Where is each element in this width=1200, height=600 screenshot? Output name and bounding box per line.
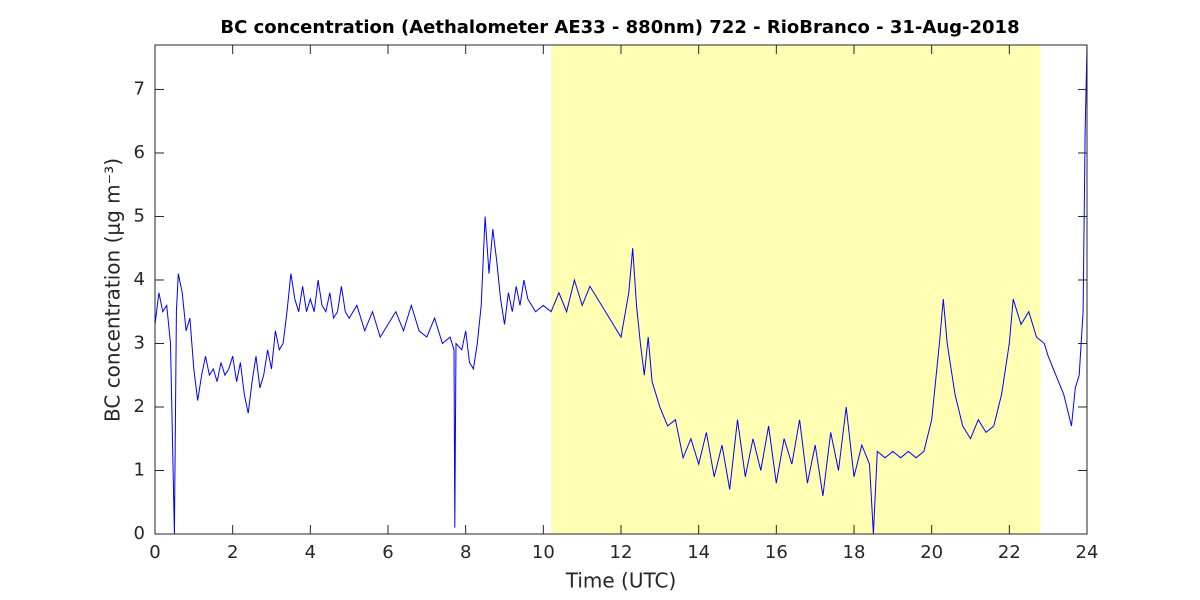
y-tick-label: 3 bbox=[134, 332, 145, 353]
x-tick-label: 24 bbox=[1076, 542, 1099, 563]
x-tick-label: 16 bbox=[765, 542, 788, 563]
x-tick-label: 2 bbox=[227, 542, 238, 563]
x-tick-label: 20 bbox=[920, 542, 943, 563]
y-tick-label: 0 bbox=[134, 523, 145, 544]
y-tick-label: 5 bbox=[134, 205, 145, 226]
x-tick-label: 6 bbox=[382, 542, 393, 563]
x-tick-label: 8 bbox=[460, 542, 471, 563]
y-tick-label: 4 bbox=[134, 269, 145, 290]
x-tick-label: 22 bbox=[998, 542, 1021, 563]
y-axis-label: BC concentration (μg m⁻³) bbox=[101, 158, 125, 422]
shaded-region bbox=[551, 45, 1041, 534]
y-tick-label: 6 bbox=[134, 142, 145, 163]
chart-title: BC concentration (Aethalometer AE33 - 88… bbox=[220, 17, 1019, 38]
y-tick-label: 1 bbox=[134, 459, 145, 480]
x-axis-label: Time (UTC) bbox=[565, 569, 677, 593]
x-tick-label: 10 bbox=[532, 542, 555, 563]
x-tick-label: 4 bbox=[305, 542, 316, 563]
x-tick-label: 14 bbox=[687, 542, 710, 563]
data-line bbox=[154, 44, 1088, 535]
x-tick-label: 12 bbox=[610, 542, 633, 563]
x-tick-label: 18 bbox=[843, 542, 866, 563]
y-tick-label: 2 bbox=[134, 396, 145, 417]
y-tick-label: 7 bbox=[134, 78, 145, 99]
x-tick-label: 0 bbox=[149, 542, 160, 563]
